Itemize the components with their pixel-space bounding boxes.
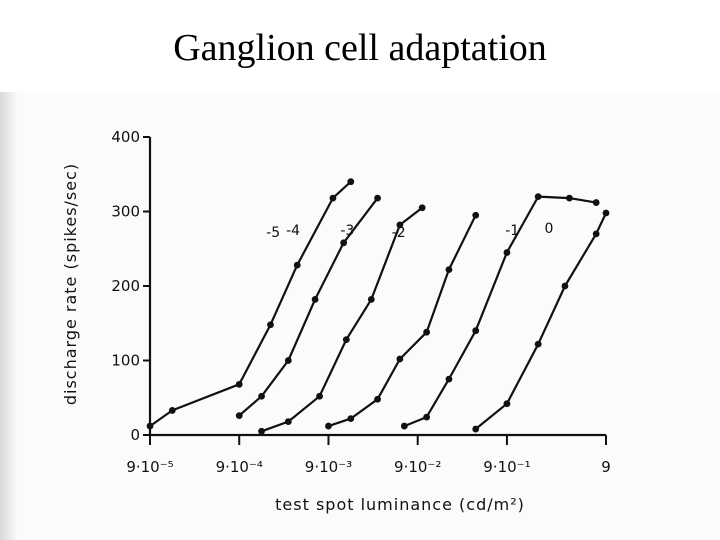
- data-point: [561, 282, 569, 290]
- data-point: [445, 266, 453, 274]
- x-tick-label: 9·10⁻²: [394, 458, 441, 476]
- data-point: [534, 340, 542, 348]
- data-point: [472, 211, 480, 219]
- series-label: -4: [286, 223, 300, 239]
- data-point: [235, 380, 243, 388]
- y-tick-label: 300: [111, 203, 140, 221]
- data-point: [284, 357, 292, 364]
- x-tick-label: 9·10⁻⁴: [216, 458, 263, 476]
- data-point: [329, 194, 337, 202]
- data-point: [347, 415, 355, 423]
- data-point: [340, 239, 348, 247]
- y-axis-label: discharge rate (spikes/sec): [61, 163, 80, 405]
- data-point: [602, 209, 610, 217]
- data-point: [168, 407, 176, 414]
- series-line: [238, 197, 379, 417]
- data-point: [267, 321, 274, 329]
- series--1: -1: [400, 193, 600, 430]
- series-label: -1: [505, 223, 519, 239]
- data-point: [534, 193, 542, 201]
- data-point: [396, 355, 404, 363]
- series-line: [403, 195, 597, 428]
- series-label: -3: [340, 223, 354, 239]
- series--5: -5: [146, 178, 355, 430]
- data-point: [374, 395, 381, 403]
- series-line: [149, 180, 352, 427]
- data-point: [418, 204, 426, 212]
- y-tick-label: 0: [130, 426, 140, 444]
- data-point: [311, 296, 319, 303]
- scan-edge-shadow: [0, 92, 18, 540]
- data-point: [342, 336, 350, 344]
- data-point: [400, 422, 408, 430]
- y-tick-label: 400: [111, 128, 140, 146]
- series-line: [328, 214, 477, 428]
- data-point: [284, 418, 292, 425]
- x-axis-label: test spot luminance (cd/m²): [275, 495, 525, 514]
- series-label: -5: [266, 225, 280, 241]
- data-point: [592, 230, 600, 238]
- series--4: -4: [235, 194, 381, 420]
- data-point: [423, 413, 431, 421]
- series-line: [475, 212, 607, 430]
- data-point: [374, 194, 381, 202]
- y-tick-label: 100: [111, 352, 140, 370]
- series-0: 0: [472, 209, 610, 433]
- data-point: [235, 412, 243, 420]
- data-point: [592, 199, 600, 206]
- data-point: [258, 392, 265, 400]
- data-point: [445, 375, 453, 383]
- data-point: [566, 194, 573, 202]
- data-point: [503, 400, 511, 408]
- series--2: -2: [325, 211, 480, 430]
- y-tick-label: 200: [111, 277, 140, 295]
- x-tick-label: 9·10⁻¹: [483, 458, 530, 476]
- series--3: -3: [258, 204, 426, 435]
- x-tick-label: 9·10⁻³: [305, 458, 352, 476]
- x-tick-label: 9: [601, 458, 611, 476]
- data-point: [396, 221, 404, 229]
- series-label: -2: [392, 225, 406, 241]
- series-label: 0: [544, 221, 553, 237]
- data-point: [423, 328, 431, 336]
- data-point: [472, 327, 480, 335]
- chart-series-layer: -5 -4 -3 -2 -1 0: [146, 178, 610, 435]
- slide-title: Ganglion cell adaptation: [173, 27, 547, 69]
- data-point: [293, 261, 301, 269]
- data-point: [325, 422, 332, 430]
- data-point: [503, 249, 511, 256]
- data-point: [316, 392, 323, 400]
- chart-axes: 0 100 200 300 400 9·10⁻⁵ 9·10⁻⁴ 9·10⁻³ 9·10⁻² 9·1…: [111, 128, 610, 476]
- x-tick-label: 9·10⁻⁵: [126, 458, 173, 476]
- data-point: [146, 422, 154, 430]
- data-point: [258, 427, 265, 435]
- data-point: [472, 425, 480, 433]
- data-point: [347, 178, 355, 186]
- data-point: [367, 296, 375, 303]
